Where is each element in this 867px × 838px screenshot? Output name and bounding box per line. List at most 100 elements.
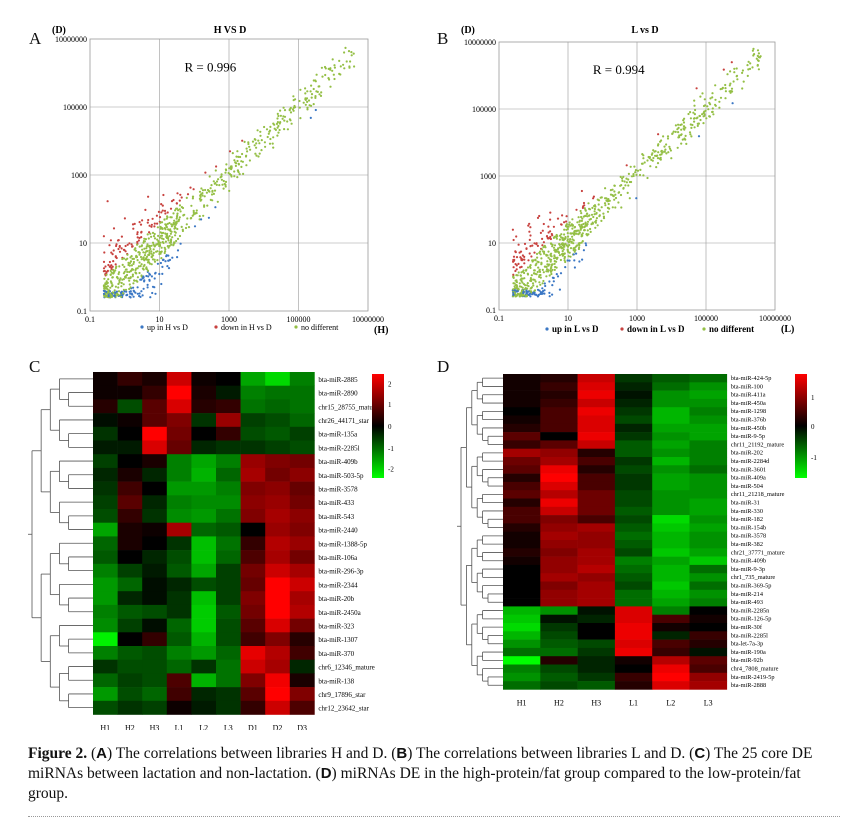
data-point (103, 269, 106, 273)
data-point (136, 231, 139, 234)
heatmap-cell (142, 632, 168, 647)
data-point (118, 245, 121, 248)
data-point (593, 210, 596, 213)
data-point (652, 149, 655, 152)
data-point (176, 212, 179, 215)
row-label: bta-let-7a-3p (731, 641, 764, 648)
data-point (703, 98, 706, 101)
data-point (543, 292, 546, 295)
data-point (512, 276, 515, 279)
data-point (342, 63, 345, 66)
column-label: H3 (150, 724, 160, 731)
heatmap-cell (503, 374, 541, 383)
data-point (589, 227, 592, 231)
data-point (174, 231, 177, 234)
y-tick-label: 10000000 (55, 35, 87, 44)
data-point (741, 69, 744, 72)
data-point (276, 126, 279, 129)
data-point (512, 238, 515, 242)
data-point (522, 294, 525, 297)
data-point (659, 158, 662, 161)
data-point (526, 287, 529, 290)
data-point (581, 258, 584, 261)
data-point (560, 223, 563, 226)
data-point (701, 92, 704, 95)
data-point (339, 65, 342, 68)
data-point (321, 75, 324, 78)
data-point (159, 227, 162, 230)
heatmap-cell (240, 440, 266, 455)
data-point (199, 199, 202, 202)
data-point (704, 109, 707, 112)
data-point (573, 266, 576, 269)
data-point (128, 283, 131, 286)
data-point (115, 243, 118, 246)
data-point (135, 256, 138, 259)
heatmap-cell (191, 550, 217, 565)
data-point (689, 117, 692, 120)
heatmap-cell (166, 426, 192, 441)
data-point (181, 229, 184, 233)
data-point (568, 259, 571, 262)
data-point (139, 255, 143, 259)
data-point (111, 291, 114, 294)
data-point (626, 191, 629, 194)
row-label: bta-miR-323 (318, 622, 354, 630)
heatmap-cell (191, 413, 217, 428)
data-point (338, 72, 341, 75)
data-point (582, 222, 585, 226)
data-point (159, 261, 162, 265)
heatmap-cell (540, 481, 578, 491)
heatmap-cell (689, 556, 728, 566)
row-label: bta-miR-1298 (731, 408, 766, 415)
heatmap-cell (191, 481, 217, 496)
data-point (736, 78, 739, 81)
data-point (276, 117, 279, 120)
data-point (634, 169, 637, 172)
heatmap-cell (652, 564, 690, 574)
data-point (537, 293, 540, 296)
data-point (242, 172, 245, 175)
heatmap-cell (652, 374, 690, 383)
heatmap-cell (240, 673, 266, 688)
heatmap-cell (503, 440, 541, 449)
data-point (571, 238, 574, 241)
data-point (687, 112, 690, 116)
data-point (140, 290, 143, 293)
data-point (344, 46, 347, 49)
data-point (118, 279, 121, 282)
data-point (693, 126, 696, 129)
data-point (718, 106, 721, 109)
heatmap-cell (540, 473, 578, 483)
heatmap-cell (93, 618, 118, 633)
heatmap-cell (503, 448, 541, 458)
data-point (153, 232, 156, 236)
data-point (659, 140, 662, 143)
data-point (244, 155, 248, 158)
data-point (538, 268, 541, 271)
data-point (114, 285, 117, 288)
heatmap-cell (614, 440, 653, 449)
data-point (663, 150, 666, 153)
data-point (622, 187, 625, 190)
data-point (107, 295, 110, 298)
heatmap-cell (577, 581, 616, 591)
heatmap-cell (503, 465, 541, 474)
heatmap-cell (216, 659, 241, 674)
data-point (607, 198, 610, 201)
data-point (148, 253, 151, 256)
data-point (517, 288, 520, 291)
data-point (621, 179, 624, 182)
heatmap-cell (614, 548, 653, 557)
data-point (539, 276, 542, 279)
row-label: bta-miR-296-3p (318, 568, 364, 576)
heatmap-cell (652, 440, 690, 449)
data-point (571, 227, 574, 230)
data-point (286, 128, 289, 131)
heatmap-cell (191, 426, 217, 441)
heatmap-cell (117, 687, 143, 702)
data-point (521, 254, 524, 257)
data-point (174, 234, 177, 237)
data-point (559, 258, 562, 262)
data-point (171, 236, 174, 239)
